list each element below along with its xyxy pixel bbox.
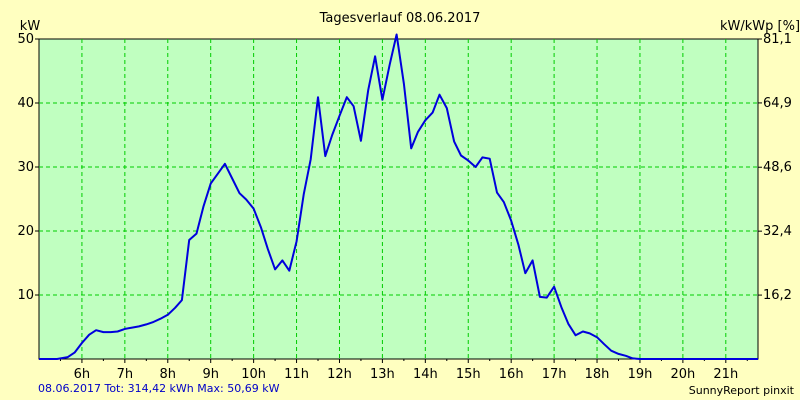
x-tick-label: 20h xyxy=(670,367,695,382)
x-tick-label: 9h xyxy=(202,367,219,382)
y-tick-labels-left: 10 20 30 40 50 xyxy=(17,32,34,303)
plot-area xyxy=(38,38,759,360)
x-tick-labels: 6h 7h 8h 9h 10h 11h 12h 13h 14h 15h 16h 17h 18h 19h 20… xyxy=(74,367,739,382)
x-tick-label: 11h xyxy=(284,367,309,382)
y-tick-label-right: 64,9 xyxy=(763,96,792,111)
x-tick-label: 10h xyxy=(241,367,266,382)
y-tick-label-right: 81,1 xyxy=(763,32,792,47)
x-tick-label: 14h xyxy=(413,367,438,382)
y-tick-label-left: 20 xyxy=(17,224,34,239)
series-line-kw xyxy=(39,33,758,360)
y-tick-label-left: 50 xyxy=(17,32,34,47)
y-tick-label-right: 32,4 xyxy=(763,224,792,239)
y-axis-label-left: kW xyxy=(20,19,41,34)
y-tick-label-left: 10 xyxy=(17,288,34,303)
x-tick-label: 12h xyxy=(327,367,352,382)
x-tick-label: 7h xyxy=(117,367,134,382)
x-tick-label: 13h xyxy=(370,367,395,382)
x-tick-label: 21h xyxy=(713,367,738,382)
y-tick-label-left: 40 xyxy=(17,96,34,111)
footer-brand: SunnyReport pinxit xyxy=(688,384,794,397)
y-tick-label-left: 30 xyxy=(17,160,34,175)
x-tick-label: 17h xyxy=(542,367,567,382)
footer-summary: 08.06.2017 Tot: 314,42 kWh Max: 50,69 kW xyxy=(38,382,280,395)
x-tick-label: 6h xyxy=(74,367,91,382)
y-tick-label-right: 48,6 xyxy=(763,160,792,175)
y-tick-labels-right: 16,2 32,4 48,6 64,9 81,1 xyxy=(763,32,792,303)
x-tick-label: 18h xyxy=(585,367,610,382)
grid xyxy=(39,39,758,359)
x-tick-label: 16h xyxy=(499,367,524,382)
x-tick-label: 8h xyxy=(160,367,177,382)
chart-title: Tagesverlauf 08.06.2017 xyxy=(319,11,481,26)
x-tick-label: 15h xyxy=(456,367,481,382)
x-tick-label: 19h xyxy=(628,367,653,382)
y-axis-label-right: kW/kWp [%] xyxy=(720,19,800,34)
y-tick-label-right: 16,2 xyxy=(763,288,792,303)
ticks xyxy=(35,38,762,363)
